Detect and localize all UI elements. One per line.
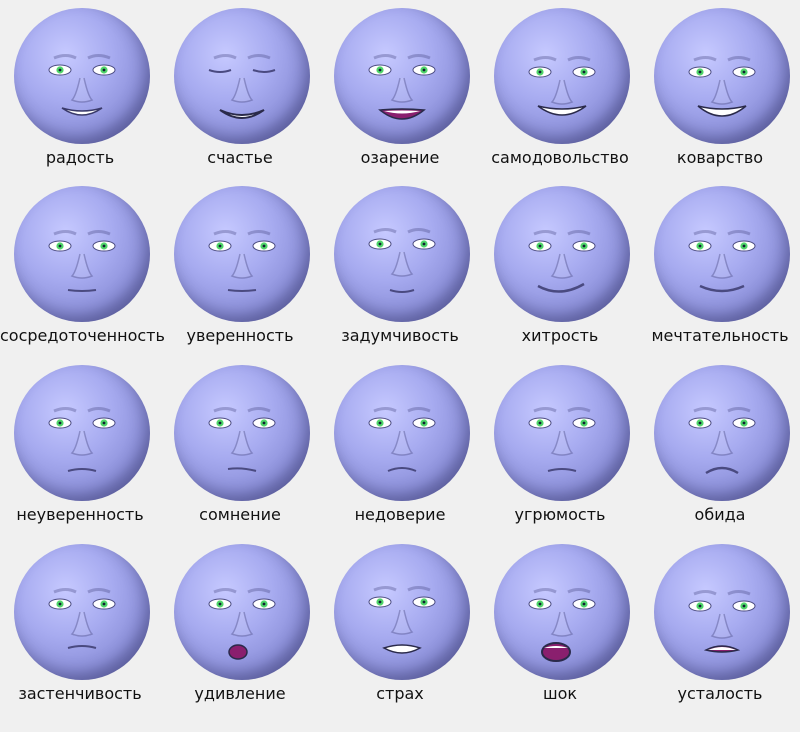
face-cell: коварство xyxy=(640,0,800,183)
face-caption: коварство xyxy=(676,148,764,167)
face-cell: радость xyxy=(0,0,160,183)
face-image xyxy=(494,365,630,501)
face-cell: удивление xyxy=(160,536,320,719)
face-caption: сомнение xyxy=(199,505,281,524)
face-caption: хитрость xyxy=(521,326,599,345)
face-cell: хитрость xyxy=(480,178,640,361)
face-image xyxy=(654,8,790,144)
face-image xyxy=(174,544,310,680)
face-image xyxy=(174,186,310,322)
face-cell: недоверие xyxy=(320,357,480,540)
face-image xyxy=(174,365,310,501)
face-image xyxy=(14,8,150,144)
face-cell: самодовольство xyxy=(480,0,640,183)
face-caption: сосредоточенность xyxy=(0,326,165,345)
face-caption: шок xyxy=(542,684,578,703)
face-image xyxy=(334,365,470,501)
face-image xyxy=(334,544,470,680)
face-cell: сосредоточенность xyxy=(0,178,165,361)
face-caption: неуверенность xyxy=(16,505,144,524)
face-caption: уверенность xyxy=(186,326,294,345)
face-cell: задумчивость xyxy=(320,178,480,361)
face-image xyxy=(654,365,790,501)
face-image xyxy=(14,186,150,322)
face-caption: угрюмость xyxy=(514,505,606,524)
face-cell: усталость xyxy=(640,536,800,719)
face-cell: угрюмость xyxy=(480,357,640,540)
face-cell: озарение xyxy=(320,0,480,183)
face-caption: страх xyxy=(376,684,424,703)
face-cell: счастье xyxy=(160,0,320,183)
face-cell: шок xyxy=(480,536,640,719)
face-caption: обида xyxy=(694,505,746,524)
face-cell: застенчивость xyxy=(0,536,160,719)
face-image xyxy=(654,544,790,680)
face-image xyxy=(494,186,630,322)
face-image xyxy=(654,186,790,322)
face-cell: неуверенность xyxy=(0,357,160,540)
face-caption: задумчивость xyxy=(341,326,459,345)
face-caption: озарение xyxy=(360,148,440,167)
face-cell: обида xyxy=(640,357,800,540)
face-cell: мечтательность xyxy=(640,178,800,361)
face-caption: мечтательность xyxy=(651,326,789,345)
face-caption: застенчивость xyxy=(18,684,142,703)
face-cell: уверенность xyxy=(160,178,320,361)
face-image xyxy=(494,8,630,144)
face-image xyxy=(174,8,310,144)
face-cell: страх xyxy=(320,536,480,719)
face-image xyxy=(14,365,150,501)
face-image xyxy=(494,544,630,680)
face-caption: радость xyxy=(45,148,115,167)
face-image xyxy=(334,8,470,144)
face-image xyxy=(14,544,150,680)
face-caption: усталость xyxy=(677,684,763,703)
face-cell: сомнение xyxy=(160,357,320,540)
face-caption: недоверие xyxy=(354,505,446,524)
face-caption: самодовольство xyxy=(491,148,629,167)
face-caption: счастье xyxy=(207,148,273,167)
face-image xyxy=(334,186,470,322)
face-caption: удивление xyxy=(194,684,286,703)
